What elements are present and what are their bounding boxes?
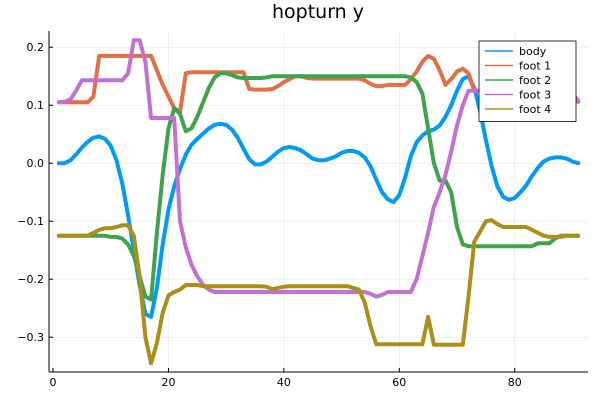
y-tick-label: −0.1 [17, 215, 44, 228]
legend-box [478, 40, 577, 122]
legend-label-body: body [519, 45, 547, 58]
axes [48, 31, 588, 373]
y-tick-label: −0.2 [17, 273, 44, 286]
legend-label-foot-2: foot 2 [519, 74, 551, 87]
x-tick-label: 40 [277, 376, 291, 389]
x-tick-label: 80 [508, 376, 522, 389]
y-tick-label: −0.3 [17, 331, 44, 344]
x-tick-label: 20 [161, 376, 175, 389]
tick-labels: 0 20 40 60 80 −0.3 −0.2 −0.1 0.0 0.1 0.2 [17, 41, 521, 389]
series-line-foot-4 [56, 218, 581, 366]
y-tick-label: 0.0 [27, 157, 45, 170]
chart-title: hopturn y [272, 1, 364, 23]
y-tick-label: 0.1 [27, 99, 45, 112]
legend-label-foot-4: foot 4 [519, 103, 551, 116]
x-tick-label: 0 [50, 376, 57, 389]
legend-label-foot-3: foot 3 [519, 89, 551, 102]
x-tick-label: 60 [392, 376, 406, 389]
legend-label-foot-1: foot 1 [519, 60, 551, 73]
y-tick-label: 0.2 [27, 41, 45, 54]
series-line-foot-2 [56, 71, 581, 302]
series-line-body [56, 74, 581, 319]
